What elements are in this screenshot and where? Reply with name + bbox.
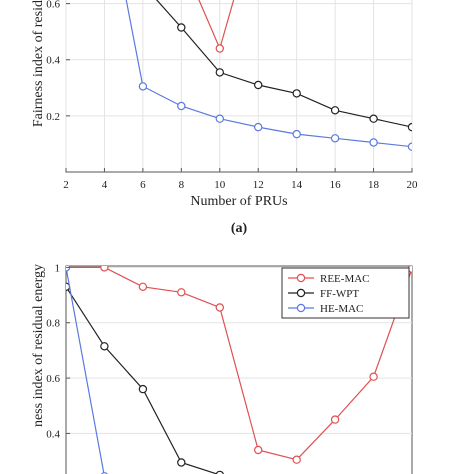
data-point-series-3 (177, 101, 186, 111)
series-line-series-2 (155, 0, 412, 128)
legend-marker-ree-mac (296, 273, 306, 283)
legend: REE-MAC FF-WPT HE-MAC (281, 267, 410, 319)
data-point-ree-mac (292, 455, 301, 464)
x-tick-label: 16 (330, 179, 342, 191)
data-point-ree-mac (254, 445, 263, 455)
x-tick-label: 12 (253, 179, 264, 191)
legend-label-ff-wpt: FF-WPT (320, 288, 359, 300)
data-point-series-2 (177, 23, 186, 32)
data-point-series-2 (215, 68, 224, 77)
legend-label-he-mac: HE-MAC (320, 303, 363, 315)
x-tick-label: 2 (63, 179, 69, 191)
panel-a-series (125, 0, 412, 151)
data-point-series-3 (292, 129, 301, 139)
data-point-series-3 (138, 82, 148, 91)
data-point-series-3 (330, 134, 340, 143)
x-tick-label: 10 (214, 179, 226, 191)
data-point-series-1 (215, 44, 224, 53)
series-series-3 (125, 0, 412, 151)
data-point-ff-wpt (177, 458, 186, 467)
series-series-2 (155, 0, 412, 132)
data-point-series-2 (330, 106, 340, 115)
panel-a-label: (a) (231, 221, 248, 236)
x-tick-label: 14 (291, 179, 303, 191)
data-point-series-2 (254, 80, 263, 90)
data-point-series-3 (254, 122, 263, 132)
panel-a-ticks: 2 4 6 8 10 12 14 16 18 20 0.2 0.4 0.6 (46, 0, 418, 191)
data-point-ff-wpt (138, 384, 148, 394)
panel-b-ylabel: ness index of residual energy (31, 264, 46, 427)
data-point-ree-mac (215, 303, 224, 312)
panel-b-ticks: 0.4 0.6 0.8 1 (46, 262, 70, 440)
data-point-ree-mac (100, 266, 109, 272)
data-point-series-2 (292, 89, 301, 98)
panel-a-ylabel: Fairness index of resid (31, 0, 46, 127)
y-tick-label: 0.6 (46, 373, 60, 385)
y-tick-label: 0.6 (46, 0, 60, 11)
y-tick-label: 1 (55, 262, 61, 274)
data-point-ff-wpt (215, 470, 224, 474)
x-tick-label: 20 (407, 179, 419, 191)
data-point-ree-mac (177, 288, 186, 297)
y-tick-label: 0.8 (46, 318, 60, 330)
data-point-ree-mac (330, 415, 340, 424)
panel-a-xlabel: Number of PRUs (190, 194, 287, 209)
panel-a-plot-area (65, 0, 413, 173)
data-point-series-2 (407, 122, 412, 132)
data-point-series-3 (369, 138, 378, 147)
series-line-ree-mac (66, 266, 412, 461)
x-tick-label: 4 (102, 179, 108, 191)
y-tick-label: 0.2 (46, 111, 60, 123)
y-tick-label: 0.4 (46, 55, 60, 67)
series-line-ff-wpt (66, 286, 219, 474)
series-series-1 (198, 0, 235, 53)
legend-marker-he-mac (296, 303, 306, 313)
legend-label-ree-mac: REE-MAC (320, 273, 370, 285)
y-tick-label: 0.4 (46, 428, 60, 440)
panel-a: 2 4 6 8 10 12 14 16 18 20 0.2 0.4 0.6 Number of PRUs… (31, 0, 418, 236)
data-point-ree-mac (369, 372, 378, 381)
x-tick-label: 18 (368, 179, 380, 191)
data-point-ree-mac (138, 282, 148, 291)
data-point-ff-wpt (100, 342, 109, 351)
legend-marker-ff-wpt (296, 288, 306, 298)
panel-b: 0.4 0.6 0.8 1 ness index of residual energy… (31, 262, 413, 474)
data-point-series-2 (369, 114, 378, 123)
series-line-he-mac (66, 267, 105, 474)
x-tick-label: 8 (179, 179, 185, 191)
x-tick-label: 6 (140, 179, 146, 191)
data-point-series-3 (407, 142, 412, 151)
data-point-series-3 (215, 114, 224, 123)
